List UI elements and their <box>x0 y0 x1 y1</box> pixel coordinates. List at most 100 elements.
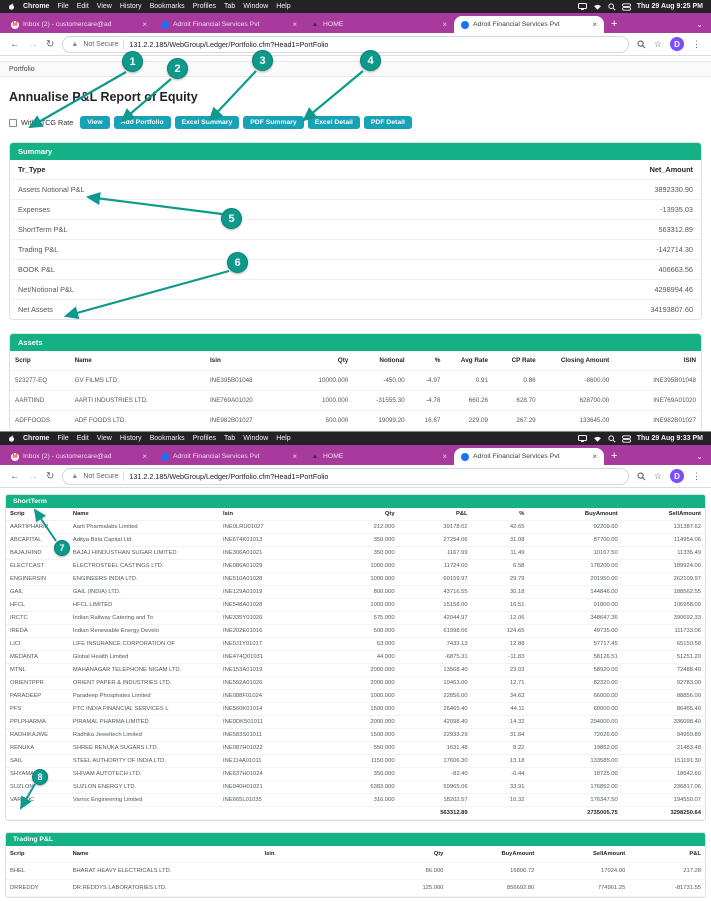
profile-avatar[interactable]: D <box>670 37 684 51</box>
table-cell: 26465.40 <box>398 702 472 716</box>
search-icon[interactable] <box>637 39 646 49</box>
add-portfolio-button[interactable]: Add Portfolio <box>113 116 171 129</box>
control-center-icon[interactable] <box>621 2 631 11</box>
reload-button[interactable]: ↻ <box>46 470 55 482</box>
table-cell: GV FILMS LTD. <box>69 370 205 391</box>
excel-detail-button[interactable]: Excel Detail <box>307 116 360 129</box>
tab-close-icon[interactable]: × <box>142 452 147 461</box>
table-row: Net Assets 34193807.60 <box>10 300 701 320</box>
search-icon[interactable] <box>637 471 646 481</box>
security-label[interactable]: Not Secure <box>83 472 119 480</box>
kebab-menu-icon[interactable]: ⋮ <box>692 470 701 481</box>
bookmark-star-icon[interactable]: ☆ <box>653 470 662 481</box>
new-tab-button[interactable]: + <box>611 18 618 30</box>
profile-avatar[interactable]: D <box>670 469 684 483</box>
menu-item-file[interactable]: File <box>57 435 69 442</box>
tab-close-icon[interactable]: × <box>592 452 597 461</box>
column-header: ISIN <box>614 351 701 371</box>
tab-search-chevron-icon[interactable]: ⌄ <box>696 452 703 461</box>
pdf-summary-button[interactable]: PDF Summary <box>243 116 304 129</box>
search-icon[interactable] <box>608 2 616 11</box>
table-cell: 1500.000 <box>335 702 399 716</box>
table-cell: 550.000 <box>335 741 399 755</box>
tab-search-chevron-icon[interactable]: ⌄ <box>696 20 703 29</box>
wifi-icon[interactable] <box>593 435 602 443</box>
menu-item-tab[interactable]: Tab <box>223 435 236 442</box>
browser-tab[interactable]: Adroit Financial Services Pvt × <box>454 16 604 33</box>
table-cell: 18642.60 <box>621 767 705 781</box>
bookmark-star-icon[interactable]: ☆ <box>653 38 662 49</box>
wifi-icon[interactable] <box>593 3 602 11</box>
browser-tab[interactable]: Adroit Financial Services Pvt × <box>154 448 304 465</box>
pdf-detail-button[interactable]: PDF Detail <box>363 116 412 129</box>
view-button[interactable]: View <box>80 116 110 129</box>
table-cell: INE153A01019 <box>219 663 336 677</box>
tab-close-icon[interactable]: × <box>142 20 147 29</box>
tab-close-icon[interactable]: × <box>292 452 297 461</box>
menu-item-file[interactable]: File <box>57 3 69 10</box>
menu-item-bookmarks[interactable]: Bookmarks <box>149 435 185 442</box>
menu-item-view[interactable]: View <box>96 435 112 442</box>
menu-item-edit[interactable]: Edit <box>76 435 89 442</box>
tab-close-icon[interactable]: × <box>292 20 297 29</box>
kebab-menu-icon[interactable]: ⋮ <box>692 38 701 49</box>
table-cell: AARTI INDUSTRIES LTD. <box>69 390 205 411</box>
search-icon[interactable] <box>608 434 616 443</box>
breadcrumb-label[interactable]: Portfolio <box>9 65 35 73</box>
menu-item-view[interactable]: View <box>96 3 112 10</box>
reload-button[interactable]: ↻ <box>46 38 55 50</box>
table-row: MTNL MAHANAGAR TELEPHONE NIGAM LTD. INE153… <box>6 663 705 677</box>
browser-tab[interactable]: ▲ HOME × <box>304 16 454 33</box>
menu-item-window[interactable]: Window <box>243 3 269 10</box>
tab-close-icon[interactable]: × <box>442 20 447 29</box>
menu-item-tab[interactable]: Tab <box>223 3 236 10</box>
forward-button[interactable]: → <box>28 38 38 50</box>
menu-item-help[interactable]: Help <box>276 3 291 10</box>
table-cell: 188562.55 <box>621 585 705 599</box>
menu-item-chrome[interactable]: Chrome <box>23 435 50 442</box>
browser-tab[interactable]: M Inbox (2) - customercare@ad × <box>4 16 154 33</box>
new-tab-button[interactable]: + <box>611 450 618 462</box>
browser-tab[interactable]: ▲ HOME × <box>304 448 454 465</box>
menu-item-history[interactable]: History <box>119 435 142 442</box>
table-cell <box>6 806 69 820</box>
menu-item-profiles[interactable]: Profiles <box>192 3 216 10</box>
column-header: Name <box>68 508 220 521</box>
screen-mirror-icon[interactable] <box>577 3 587 10</box>
omnibox[interactable]: ▲ Not Secure 131.2.2.185/WebGroup/Ledger… <box>62 35 629 53</box>
omnibox[interactable]: ▲ Not Secure 131.2.2.185/WebGroup/Ledger… <box>62 467 629 485</box>
tab-close-icon[interactable]: × <box>442 452 447 461</box>
url-text[interactable]: 131.2.2.185/WebGroup/Ledger/Portfolio.cf… <box>129 39 329 49</box>
back-button[interactable]: ← <box>10 38 20 50</box>
shortterm-table: Scrip Name Isin Qty P&L% BuyAmount SellAmount A… <box>6 508 705 820</box>
control-center-icon[interactable] <box>621 434 631 443</box>
screen-mirror-icon[interactable] <box>577 435 587 442</box>
tab-close-icon[interactable]: × <box>592 20 597 29</box>
table-cell: 336098.40 <box>621 715 705 729</box>
table-cell: 316.000 <box>335 793 399 807</box>
table-cell: 88856.00 <box>621 689 705 703</box>
menu-item-window[interactable]: Window <box>243 435 269 442</box>
table-cell: 189924.00 <box>621 559 705 573</box>
column-header: Scrip <box>6 508 69 521</box>
table-row: Expenses -13935.03 <box>10 199 701 220</box>
ltcg-checkbox[interactable] <box>9 118 17 127</box>
page-title: Annualise P&L Report of Equity <box>9 90 198 104</box>
menu-item-edit[interactable]: Edit <box>76 3 89 10</box>
table-cell: 34193807.60 <box>650 305 693 314</box>
browser-tab[interactable]: Adroit Financial Services Pvt × <box>454 448 604 465</box>
url-text[interactable]: 131.2.2.185/WebGroup/Ledger/Portfolio.cf… <box>129 471 329 481</box>
table-cell: 217.28 <box>629 862 705 880</box>
security-label[interactable]: Not Secure <box>83 40 119 48</box>
back-button[interactable]: ← <box>10 470 20 482</box>
menu-item-profiles[interactable]: Profiles <box>192 435 216 442</box>
browser-tab[interactable]: Adroit Financial Services Pvt × <box>154 16 304 33</box>
excel-summary-button[interactable]: Excel Summary <box>174 116 240 129</box>
browser-tab[interactable]: M Inbox (2) - customercare@ad × <box>4 448 154 465</box>
table-cell: Aarti Pharmalabs Limited <box>68 520 220 534</box>
menu-item-bookmarks[interactable]: Bookmarks <box>149 3 185 10</box>
menu-item-history[interactable]: History <box>119 3 142 10</box>
menu-item-chrome[interactable]: Chrome <box>23 3 50 10</box>
forward-button[interactable]: → <box>28 470 38 482</box>
menu-item-help[interactable]: Help <box>276 435 291 442</box>
